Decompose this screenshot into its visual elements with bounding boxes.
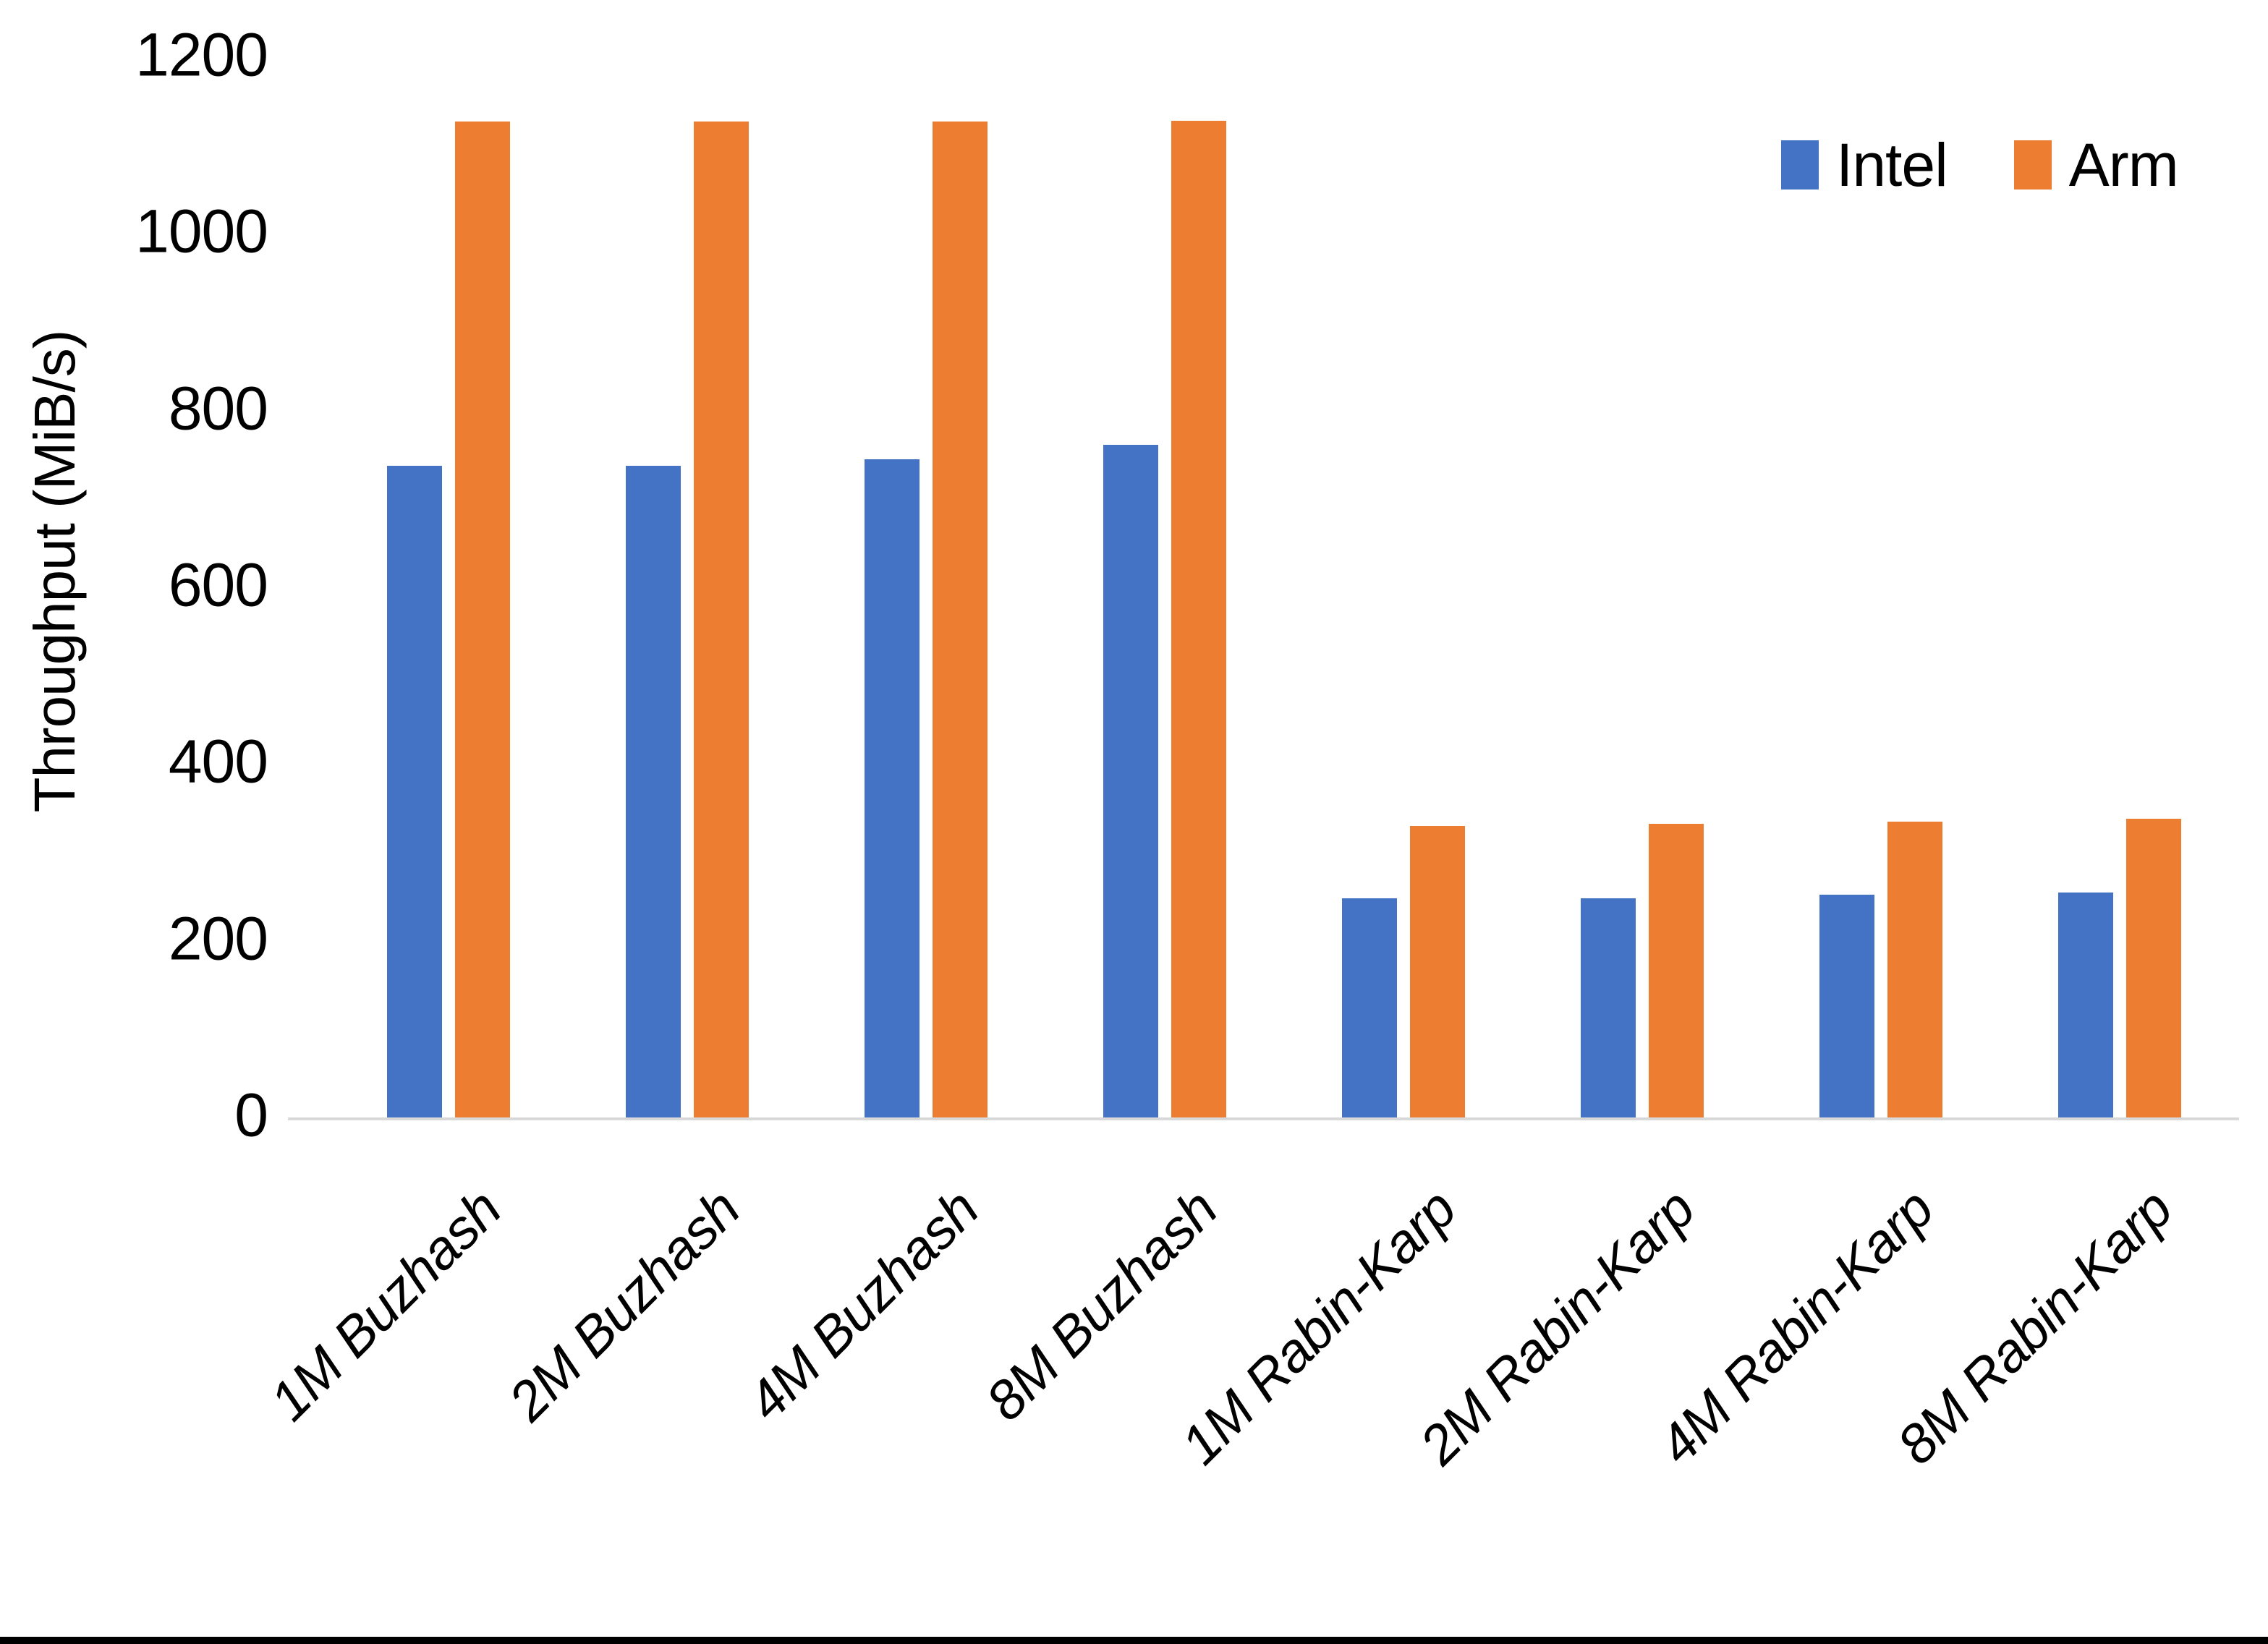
bar-intel-1m-buzhash bbox=[387, 466, 442, 1118]
bar-intel-2m-rabin-karp bbox=[1581, 898, 1636, 1118]
y-tick-600: 600 bbox=[168, 550, 268, 619]
y-tick-1000: 1000 bbox=[135, 197, 268, 265]
bar-arm-1m-rabin-karp bbox=[1410, 825, 1465, 1118]
bar-arm-8m-buzhash bbox=[1171, 120, 1226, 1118]
bar-intel-1m-rabin-karp bbox=[1342, 898, 1397, 1118]
bar-arm-2m-buzhash bbox=[694, 121, 749, 1118]
bar-arm-8m-rabin-karp bbox=[2126, 818, 2181, 1118]
y-tick-800: 800 bbox=[168, 374, 268, 443]
bottom-border-strip bbox=[0, 1637, 2268, 1644]
legend: Intel Arm bbox=[1781, 131, 2179, 199]
bar-arm-1m-buzhash bbox=[455, 121, 510, 1118]
bar-intel-2m-buzhash bbox=[626, 466, 681, 1118]
x-axis-line bbox=[288, 1117, 2239, 1120]
y-tick-0: 0 bbox=[234, 1081, 268, 1149]
bar-intel-4m-buzhash bbox=[865, 459, 919, 1118]
legend-item-arm: Arm bbox=[2013, 131, 2179, 199]
intel-legend-swatch bbox=[1781, 140, 1819, 189]
y-tick-400: 400 bbox=[168, 727, 268, 796]
bar-intel-8m-buzhash bbox=[1103, 445, 1158, 1118]
y-tick-200: 200 bbox=[168, 904, 268, 973]
bar-intel-4m-rabin-karp bbox=[1819, 894, 1874, 1118]
legend-item-intel: Intel bbox=[1781, 135, 1948, 195]
intel-legend-label: Intel bbox=[1836, 131, 1948, 199]
arm-legend-swatch bbox=[2013, 140, 2052, 189]
bar-arm-4m-buzhash bbox=[933, 121, 988, 1118]
bar-arm-4m-rabin-karp bbox=[1887, 821, 1942, 1118]
y-tick-1200: 1200 bbox=[135, 20, 268, 89]
arm-legend-label: Arm bbox=[2068, 131, 2179, 199]
y-axis-title: Throughput (MiB/s) bbox=[22, 330, 87, 813]
bar-intel-8m-rabin-karp bbox=[2058, 893, 2113, 1118]
bar-arm-2m-rabin-karp bbox=[1649, 824, 1704, 1118]
